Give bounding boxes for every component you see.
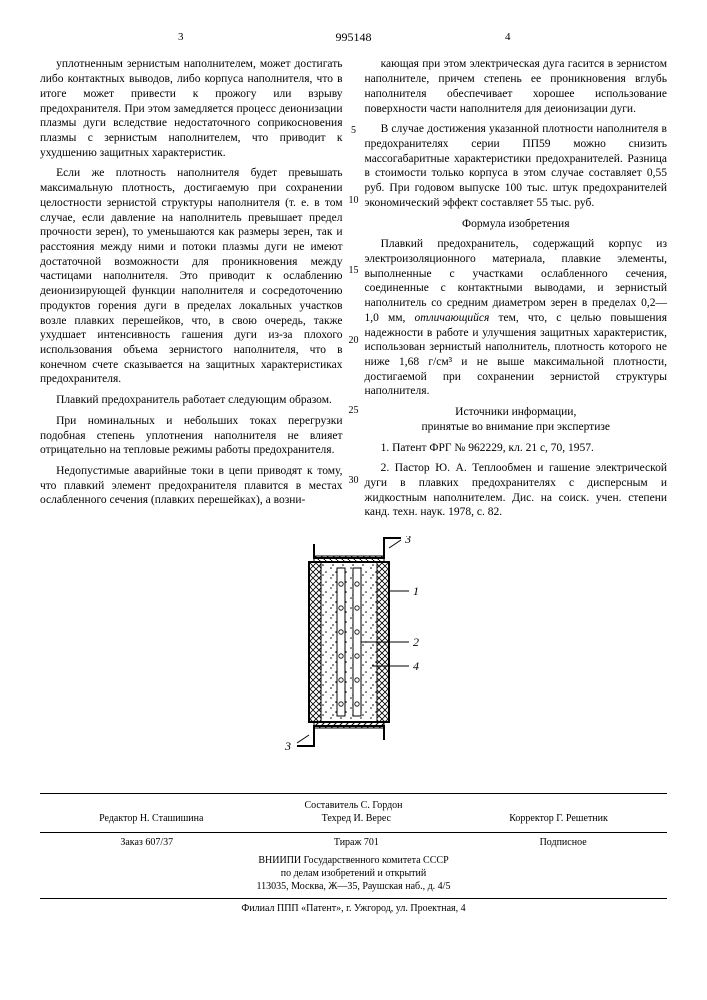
paragraph: кающая при этом электрическая дуга гасит… xyxy=(365,57,668,116)
figure-label: 4 xyxy=(413,659,419,673)
patent-number: 995148 xyxy=(40,30,667,45)
paragraph: При номинальных и небольших токах перегр… xyxy=(40,414,343,458)
corrector: Корректор Г. Решетник xyxy=(509,813,608,826)
figure-label: 1 xyxy=(413,584,419,598)
line-marker: 15 xyxy=(349,265,359,278)
paragraph: В случае достижения указанной плотности … xyxy=(365,122,668,210)
claim-paragraph: Плавкий предохранитель, содержащий корпу… xyxy=(365,237,668,399)
line-marker: 30 xyxy=(349,475,359,488)
publisher-address: 113035, Москва, Ж—35, Раушская наб., д. … xyxy=(40,881,667,894)
branch-address: Филиал ППП «Патент», г. Ужгород, ул. Про… xyxy=(40,898,667,916)
subscription: Подписное xyxy=(540,837,587,850)
fuse-diagram: 3 1 2 4 3 xyxy=(40,536,667,771)
techred: Техред И. Верес xyxy=(322,813,391,826)
page-num-left: 3 xyxy=(178,30,184,44)
paragraph: Если же плотность наполнителя будет прев… xyxy=(40,166,343,387)
publisher-org2: по делам изобретений и открытий xyxy=(40,868,667,881)
print-run: Тираж 701 xyxy=(334,837,379,850)
fuse-svg: 3 1 2 4 3 xyxy=(259,536,449,766)
claim-distinguishing: отличающийся xyxy=(415,312,490,324)
line-marker: 20 xyxy=(349,335,359,348)
page-num-right: 4 xyxy=(505,30,511,44)
paragraph: Недопустимые аварийные токи в цепи приво… xyxy=(40,464,343,508)
figure-label: 2 xyxy=(413,635,419,649)
imprint-footer: Составитель С. Гордон Редактор Н. Сташиш… xyxy=(40,793,667,916)
sources-heading: Источники информации, принятые во вниман… xyxy=(365,405,668,434)
paragraph: Плавкий предохранитель работает следующи… xyxy=(40,393,343,408)
figure-label: 3 xyxy=(284,739,291,753)
figure-label: 3 xyxy=(404,536,411,546)
line-marker: 5 xyxy=(351,125,356,138)
line-marker: 10 xyxy=(349,195,359,208)
paragraph: уплотненным зернистым наполнителем, може… xyxy=(40,57,343,160)
claim-text-b: тем, что, с целью повышения надежности в… xyxy=(365,312,668,398)
claims-heading: Формула изобретения xyxy=(365,217,668,232)
source-item: 2. Пастор Ю. А. Теплообмен и гашение эле… xyxy=(365,461,668,520)
source-item: 1. Патент ФРГ № 962229, кл. 21 с, 70, 19… xyxy=(365,441,668,456)
order-number: Заказ 607/37 xyxy=(120,837,173,850)
editor: Редактор Н. Сташишина xyxy=(99,813,203,826)
compiler: Составитель С. Гордон xyxy=(40,800,667,813)
publisher-org: ВНИИПИ Государственного комитета СССР xyxy=(40,855,667,868)
line-marker: 25 xyxy=(349,405,359,418)
